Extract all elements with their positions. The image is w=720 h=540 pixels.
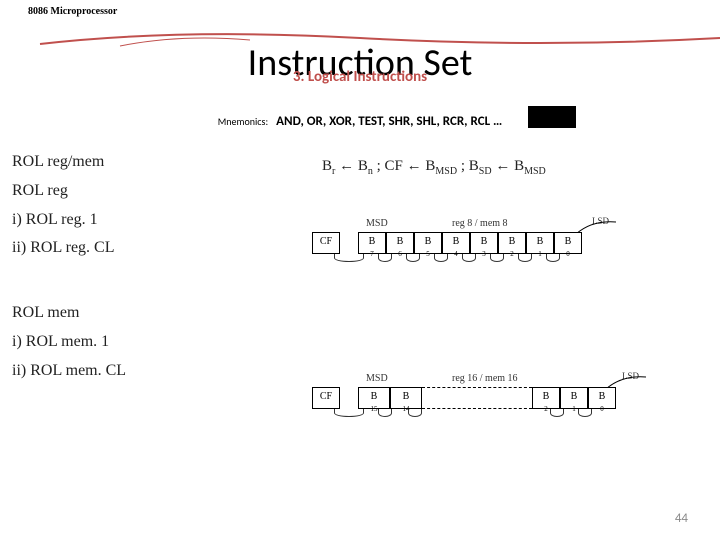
rotate-arc xyxy=(518,254,532,262)
header-label: 8086 Microprocessor xyxy=(28,6,117,17)
cell-text: CF xyxy=(313,388,339,402)
diagram-16bit: MSD reg 16 / mem 16 LSD CF B15 B14 B2 B1… xyxy=(312,373,672,445)
cell-bit: B4 xyxy=(442,232,470,254)
rotate-arc xyxy=(462,254,476,262)
msd-label: MSD xyxy=(366,218,388,229)
list-item: ii) ROL reg. CL xyxy=(12,236,272,261)
cell-bit: B2 xyxy=(532,387,560,409)
cell-bit: B3 xyxy=(470,232,498,254)
cell-bit: B5 xyxy=(414,232,442,254)
rotate-arc xyxy=(334,409,364,417)
msd-label: MSD xyxy=(366,373,388,384)
cell-bit: B2 xyxy=(498,232,526,254)
redaction-box xyxy=(528,106,576,128)
left-column: ROL reg/mem ROL reg i) ROL reg. 1 ii) RO… xyxy=(12,150,272,388)
list-item: ROL reg/mem xyxy=(12,150,272,175)
mnemonics-label: Mnemonics: xyxy=(218,115,268,128)
mnemonics-row: Mnemonics: AND, OR, XOR, TEST, SHR, SHL,… xyxy=(0,112,720,130)
rotate-arc xyxy=(490,254,504,262)
content-area: ROL reg/mem ROL reg i) ROL reg. 1 ii) RO… xyxy=(12,150,708,470)
reg-label: reg 8 / mem 8 xyxy=(452,218,508,229)
list-item: ROL reg xyxy=(12,179,272,204)
cell-cf: CF xyxy=(312,387,340,409)
spacer xyxy=(12,265,272,297)
rotate-arc xyxy=(378,254,392,262)
cell-bit: B6 xyxy=(386,232,414,254)
cell-bit: B0 xyxy=(554,232,582,254)
rotate-arc xyxy=(546,254,560,262)
ellipsis-region xyxy=(422,387,532,409)
cell-bit: B14 xyxy=(390,387,422,409)
cell-bit: B15 xyxy=(358,387,390,409)
cell-cf: CF xyxy=(312,232,340,254)
cell-text: B0 xyxy=(589,388,615,413)
cell-bit: B1 xyxy=(526,232,554,254)
rotate-arc xyxy=(334,254,364,262)
rotate-arc xyxy=(434,254,448,262)
list-item: i) ROL reg. 1 xyxy=(12,208,272,233)
cell-bit: B7 xyxy=(358,232,386,254)
mnemonics-list: AND, OR, XOR, TEST, SHR, SHL, RCR, RCL … xyxy=(276,114,502,129)
formula: Br ← Bn ; CF ← BMSD ; BSD ← BMSD xyxy=(322,158,546,177)
rotate-arc xyxy=(578,409,592,417)
rotate-arc xyxy=(550,409,564,417)
rotate-arc xyxy=(406,254,420,262)
rotate-arc xyxy=(408,409,422,417)
list-item: ROL mem xyxy=(12,301,272,326)
subtitle: 3. Logical Instructions xyxy=(0,68,720,86)
rotate-arc xyxy=(378,409,392,417)
page-number: 44 xyxy=(675,511,688,526)
reg-label: reg 16 / mem 16 xyxy=(452,373,518,384)
list-item: ii) ROL mem. CL xyxy=(12,359,272,384)
cell-bit: B1 xyxy=(560,387,588,409)
cell-text: CF xyxy=(313,233,339,247)
cell-bit: B0 xyxy=(588,387,616,409)
list-item: i) ROL mem. 1 xyxy=(12,330,272,355)
diagram-8bit: MSD reg 8 / mem 8 LSD CF B7 B6 B5 B4 B3 … xyxy=(312,218,672,290)
